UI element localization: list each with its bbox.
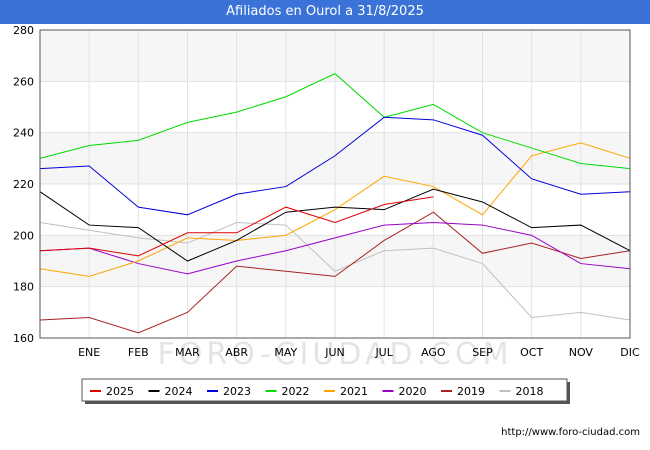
series-line-2020	[39, 221, 631, 275]
legend-label-2020: 2020	[399, 385, 427, 398]
series-line-2024	[39, 188, 631, 262]
legend-label-2021: 2021	[340, 385, 368, 398]
y-tick-label: 240	[13, 127, 34, 140]
x-tick-label: NOV	[569, 346, 594, 359]
x-tick-label: MAY	[274, 346, 297, 359]
plot-border	[39, 29, 631, 339]
y-tick-label: 280	[13, 24, 34, 37]
chart-title: Afiliados en Ourol a 31/8/2025	[0, 0, 650, 24]
x-tick-label: JUL	[374, 346, 393, 359]
series-line-2021	[39, 142, 631, 277]
legend-label-2019: 2019	[457, 385, 485, 398]
legend-label-2024: 2024	[165, 385, 193, 398]
x-axis-ticks: ENE FEB MAR ABR MAY JUN JUL AGO SEP OCT NOV DIC	[78, 346, 640, 359]
series-line-2018	[39, 221, 631, 321]
x-tick-label: ABR	[225, 346, 248, 359]
x-tick-label: MAR	[175, 346, 200, 359]
legend-label-2022: 2022	[282, 385, 310, 398]
series-line-2019	[39, 211, 631, 334]
x-tick-label: ENE	[78, 346, 100, 359]
x-tick-label: AGO	[421, 346, 446, 359]
source-url: http://www.foro-ciudad.com	[501, 427, 640, 438]
series-line-2022	[39, 73, 631, 170]
legend-label-2018: 2018	[516, 385, 544, 398]
series-lines	[39, 73, 631, 334]
y-tick-label: 220	[13, 178, 34, 191]
y-axis-ticks: 160 180 200 220 240 260 280	[13, 24, 34, 345]
legend-label-2025: 2025	[106, 385, 134, 398]
legend: 2025 2024 2023 2022 2021 2020 2019 2018	[81, 378, 570, 404]
y-tick-label: 160	[13, 332, 34, 345]
x-tick-label: JUN	[324, 346, 345, 359]
x-tick-label: OCT	[520, 346, 543, 359]
y-tick-label: 180	[13, 281, 34, 294]
x-tick-label: DIC	[620, 346, 640, 359]
series-line-2023	[39, 116, 631, 216]
y-tick-label: 200	[13, 229, 34, 242]
x-tick-label: SEP	[472, 346, 493, 359]
y-tick-label: 260	[13, 75, 34, 88]
watermark: FORO-CIUDAD.COM	[158, 337, 513, 372]
vertical-gridlines	[88, 30, 582, 338]
series-line-2025	[39, 196, 434, 257]
x-tick-label: FEB	[128, 346, 149, 359]
legend-label-2023: 2023	[223, 385, 251, 398]
